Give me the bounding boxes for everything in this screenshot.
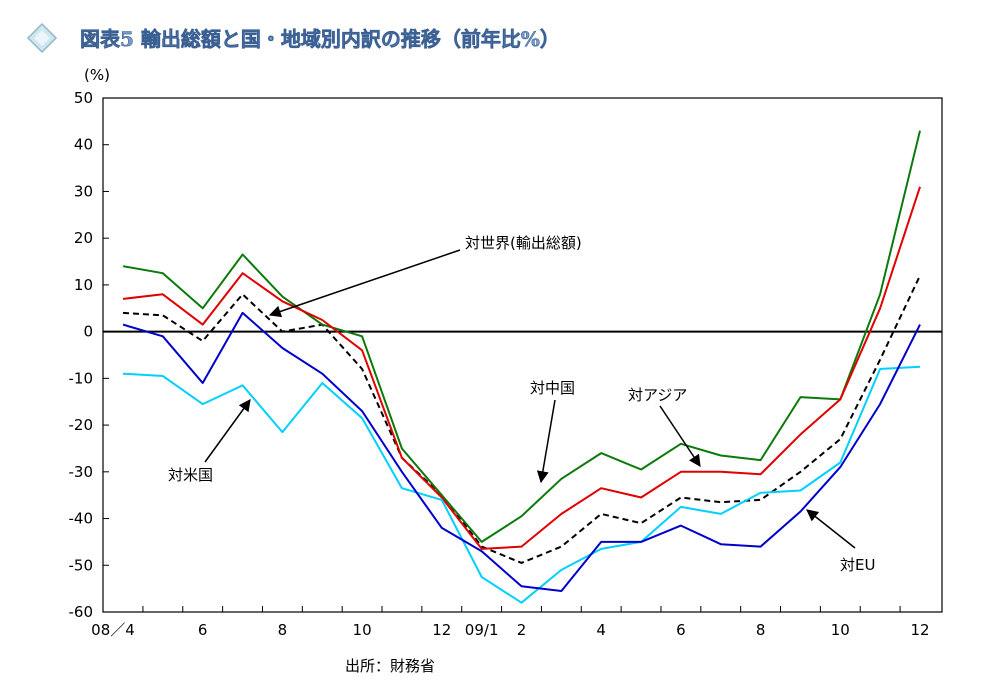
x-tick-label: 12 bbox=[432, 621, 451, 639]
label-world: 対世界(輸出総額) bbox=[465, 234, 582, 252]
series-line-1 bbox=[122, 130, 921, 543]
y-tick-label: -60 bbox=[69, 603, 94, 621]
series-line-2 bbox=[122, 186, 921, 550]
arrow-asia bbox=[659, 405, 701, 467]
x-tick-label: 8 bbox=[756, 621, 766, 639]
x-tick-label: 12 bbox=[910, 621, 929, 639]
series-line-0 bbox=[122, 275, 921, 564]
y-tick-label: 50 bbox=[74, 89, 93, 107]
y-tick-label: 0 bbox=[83, 323, 93, 341]
x-axis: 08／4 6 8 10 12 09/1 2 4 6 8 10 12 bbox=[91, 606, 930, 639]
title-diamond-icon bbox=[26, 22, 58, 54]
label-us: 対米国 bbox=[168, 466, 213, 484]
y-tick-label: -40 bbox=[69, 510, 94, 528]
plot-frame bbox=[102, 97, 943, 613]
x-tick-label: 6 bbox=[198, 621, 208, 639]
x-tick-label: 10 bbox=[353, 621, 372, 639]
chart-title: 図表5 輸出総額と国・地域別内訳の推移（前年比%） bbox=[80, 27, 560, 51]
arrow-us bbox=[204, 399, 251, 463]
series-line-3 bbox=[122, 365, 921, 604]
x-tick-label: 4 bbox=[596, 621, 606, 639]
y-tick-label: 10 bbox=[74, 276, 93, 294]
y-tick-label: -20 bbox=[69, 416, 94, 434]
label-asia: 対アジア bbox=[628, 386, 687, 404]
arrow-world bbox=[268, 249, 461, 318]
arrow-china bbox=[536, 399, 556, 484]
y-tick-label: -10 bbox=[69, 369, 94, 387]
y-tick-label: 30 bbox=[74, 182, 93, 200]
source-note: 出所：財務省 bbox=[345, 657, 435, 675]
x-tick-label: 8 bbox=[278, 621, 288, 639]
label-eu: 対EU bbox=[840, 556, 875, 574]
y-tick-label: -30 bbox=[69, 463, 94, 481]
y-tick-label: 40 bbox=[74, 136, 93, 154]
y-tick-label: -50 bbox=[69, 556, 94, 574]
arrow-eu bbox=[806, 509, 856, 549]
x-tick-label: 09/1 bbox=[465, 621, 499, 639]
x-tick-label: 08／4 bbox=[91, 621, 135, 639]
y-tick-label: 20 bbox=[74, 229, 93, 247]
y-axis-unit-label: (%) bbox=[84, 66, 110, 84]
x-tick-label: 6 bbox=[676, 621, 686, 639]
x-tick-label: 2 bbox=[517, 621, 527, 639]
y-axis: 50 40 30 20 10 0 -10 -20 -30 -40 -50 -60 bbox=[69, 89, 109, 621]
label-china: 対中国 bbox=[530, 379, 575, 397]
series-line-4 bbox=[122, 311, 921, 592]
x-tick-label: 10 bbox=[831, 621, 850, 639]
series-group bbox=[122, 130, 921, 604]
